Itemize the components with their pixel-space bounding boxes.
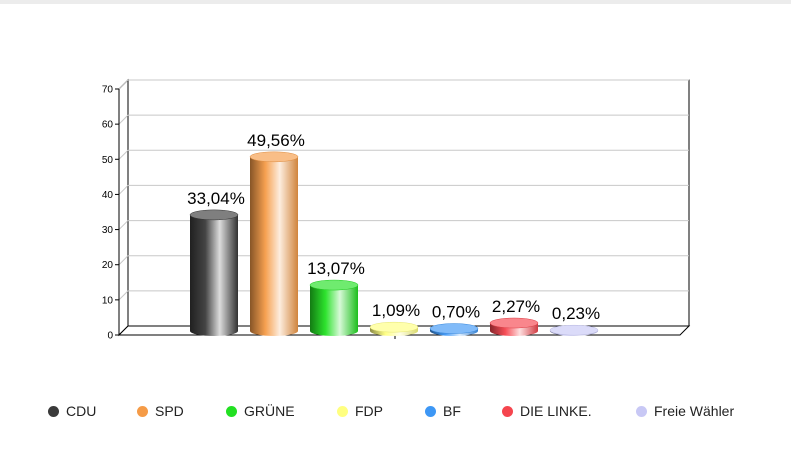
bar-top xyxy=(489,317,539,329)
legend-swatch xyxy=(636,405,647,417)
y-tick-label: 70 xyxy=(102,85,114,96)
bar-body xyxy=(190,214,238,336)
legend-item: FDP xyxy=(337,400,383,422)
legend-item: CDU xyxy=(48,400,96,422)
top-bar xyxy=(0,0,791,4)
bar-top xyxy=(369,321,419,333)
data-label: 2,27% xyxy=(492,297,540,316)
bar-die-linke- xyxy=(489,317,539,336)
gridline-side xyxy=(118,185,129,195)
legend-label: Freie Wähler xyxy=(654,403,735,419)
y-tick-label: 40 xyxy=(102,190,114,201)
gridline-side xyxy=(118,220,129,230)
gridline-side xyxy=(118,114,129,125)
data-label: 33,04% xyxy=(187,189,245,208)
bar-cdu xyxy=(189,209,239,336)
legend-swatch xyxy=(337,405,348,417)
legend-item: GRÜNE xyxy=(226,400,295,422)
data-label: 1,09% xyxy=(372,301,420,320)
legend-label: GRÜNE xyxy=(244,403,295,419)
legend-swatch xyxy=(226,405,237,417)
y-tick-label: 50 xyxy=(102,155,114,166)
y-tick-label: 30 xyxy=(102,225,114,236)
gridline-side xyxy=(118,79,129,90)
gridline-side xyxy=(118,255,129,266)
bar-body xyxy=(250,156,298,336)
legend-item: Freie Wähler xyxy=(636,400,734,422)
y-tick-label: 60 xyxy=(102,120,114,131)
data-label: 0,70% xyxy=(432,303,480,322)
y-axis: 0 10 20 30 40 50 60 70 xyxy=(102,85,120,342)
bar-top xyxy=(549,324,599,336)
gridline-side xyxy=(118,149,129,160)
legend-label: BF xyxy=(443,403,461,419)
legend-swatch xyxy=(425,405,436,417)
legend-item: DIE LINKE. xyxy=(502,400,592,422)
data-label: 13,07% xyxy=(307,259,365,278)
bar-top xyxy=(249,151,299,163)
bar-body xyxy=(310,285,358,336)
data-label: 0,23% xyxy=(552,304,600,323)
legend-swatch xyxy=(48,405,59,417)
legend-swatch xyxy=(502,405,513,417)
legend-item: BF xyxy=(425,400,461,422)
data-label: 49,56% xyxy=(247,131,305,150)
legend-label: CDU xyxy=(66,403,97,419)
left-wall xyxy=(118,78,129,337)
legend-label: FDP xyxy=(355,403,383,419)
bar-spd xyxy=(249,151,299,336)
y-tick-label: 20 xyxy=(102,260,114,271)
bar-grüne xyxy=(309,279,359,336)
legend-swatch xyxy=(137,405,148,417)
bar-top xyxy=(189,209,239,221)
legend-item: SPD xyxy=(137,400,184,422)
legend-label: SPD xyxy=(155,403,184,419)
bar-bf xyxy=(429,323,479,336)
bar-freie-wähler xyxy=(549,324,599,336)
bars xyxy=(189,151,599,336)
bar-chart: 0 10 20 30 40 50 60 70 33,04% 49,56% 13,07% 1,09% 0… xyxy=(102,78,691,342)
bar-top xyxy=(429,323,479,334)
bar-fdp xyxy=(369,321,419,336)
y-tick-label: 10 xyxy=(102,295,114,306)
bar-top xyxy=(309,279,359,291)
legend: CDU SPD GRÜNE FDP BF DIE LINKE. Freie Wähler xyxy=(0,400,791,422)
legend-label: DIE LINKE. xyxy=(520,403,592,419)
data-labels: 33,04% 49,56% 13,07% 1,09% 0,70% 2,27% 0,23% xyxy=(187,131,600,323)
gridline-side xyxy=(118,290,129,301)
y-tick-label: 0 xyxy=(107,331,113,342)
